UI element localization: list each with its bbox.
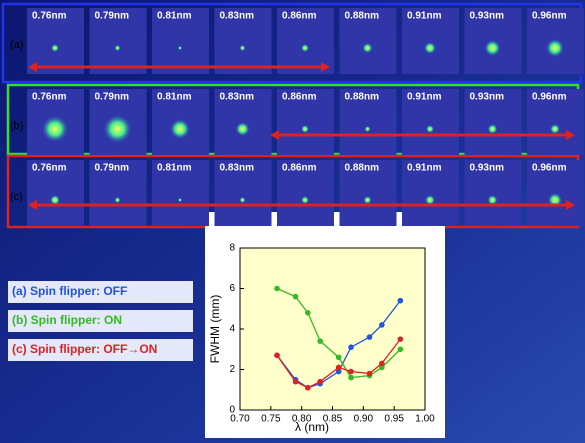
wavelength-label: 0.83nm [220, 92, 255, 103]
beam-spot [51, 44, 59, 52]
wavelength-label: 0.86nm [282, 92, 317, 103]
x-tick-label: 0.70 [230, 414, 250, 425]
legend-entry: (c) Spin flipper: OFF→ON [12, 342, 157, 356]
wavelength-label: 0.79nm [95, 163, 130, 174]
beam-spot [104, 115, 132, 143]
data-point [317, 379, 323, 385]
data-point [293, 294, 299, 300]
y-axis-label: FWHM (mm) [208, 295, 222, 364]
beam-spot [488, 124, 498, 134]
beam-spot [546, 39, 564, 57]
wavelength-label: 0.91nm [407, 163, 442, 174]
data-point [398, 346, 404, 352]
data-point [348, 375, 354, 381]
data-point [274, 353, 280, 359]
data-point [367, 334, 373, 340]
legend-entry: (a) Spin flipper: OFF [12, 284, 127, 298]
data-point [367, 371, 373, 377]
row-label: (c) [10, 191, 23, 203]
beam-spot [240, 45, 246, 51]
data-point [305, 385, 311, 391]
slide: λ (nm) FWHM (mm) (a)0.76nm0.79nm0.81nm0.… [0, 0, 585, 443]
beam-spot [426, 125, 434, 133]
beam-spot [236, 122, 250, 136]
x-tick-label: 0.75 [261, 414, 281, 425]
beam-spot [485, 40, 501, 56]
wavelength-label: 0.81nm [157, 163, 192, 174]
beam-spot [115, 197, 121, 203]
wavelength-label: 0.93nm [470, 163, 505, 174]
wavelength-label: 0.93nm [470, 11, 505, 22]
wavelength-label: 0.81nm [157, 11, 192, 22]
x-tick-label: 1.00 [415, 414, 435, 425]
wavelength-label: 0.76nm [32, 92, 67, 103]
data-point [317, 338, 323, 344]
wavelength-label: 0.83nm [220, 163, 255, 174]
wavelength-label: 0.96nm [532, 92, 567, 103]
y-tick-label: 6 [229, 283, 235, 294]
beam-spot [301, 44, 309, 52]
data-point [398, 336, 404, 342]
data-point [348, 344, 354, 350]
wavelength-label: 0.76nm [32, 163, 67, 174]
data-point [348, 369, 354, 375]
wavelength-label: 0.96nm [532, 163, 567, 174]
wavelength-label: 0.91nm [407, 11, 442, 22]
beam-spot [240, 197, 246, 203]
beam-spot [170, 119, 190, 139]
wavelength-label: 0.76nm [32, 11, 67, 22]
data-point [274, 286, 280, 292]
wavelength-label: 0.86nm [282, 11, 317, 22]
beam-spot [301, 196, 309, 204]
wavelength-label: 0.86nm [282, 163, 317, 174]
row-label: (b) [10, 120, 23, 132]
wavelength-label: 0.88nm [345, 11, 380, 22]
wavelength-label: 0.96nm [532, 11, 567, 22]
wavelength-label: 0.81nm [157, 92, 192, 103]
data-point [379, 322, 385, 328]
y-tick-label: 8 [229, 243, 235, 254]
data-point [336, 355, 342, 361]
wavelength-label: 0.88nm [345, 92, 380, 103]
beam-spot [42, 116, 68, 142]
beam-spot [364, 196, 372, 204]
data-point [379, 361, 385, 367]
beam-spot [301, 125, 309, 133]
beam-spot [178, 46, 182, 50]
plot-area [240, 248, 425, 410]
beam-spot [365, 126, 371, 132]
x-tick-label: 0.85 [323, 414, 343, 425]
data-point [305, 310, 311, 316]
x-tick-label: 0.80 [292, 414, 312, 425]
data-point [336, 365, 342, 371]
beam-spot [550, 124, 560, 134]
wavelength-label: 0.79nm [95, 11, 130, 22]
beam-spot [178, 198, 182, 202]
y-tick-label: 4 [229, 324, 235, 335]
beam-spot [115, 45, 121, 51]
wavelength-label: 0.79nm [95, 92, 130, 103]
data-point [398, 298, 404, 304]
x-tick-label: 0.95 [384, 414, 404, 425]
wavelength-label: 0.83nm [220, 11, 255, 22]
x-tick-label: 0.90 [354, 414, 374, 425]
wavelength-label: 0.88nm [345, 163, 380, 174]
beam-spot [363, 43, 373, 53]
row-label: (a) [10, 39, 23, 51]
data-point [293, 379, 299, 385]
beam-spot [424, 42, 436, 54]
wavelength-label: 0.91nm [407, 92, 442, 103]
y-tick-label: 2 [229, 364, 235, 375]
legend-entry: (b) Spin flipper: ON [12, 313, 122, 327]
wavelength-label: 0.93nm [470, 92, 505, 103]
